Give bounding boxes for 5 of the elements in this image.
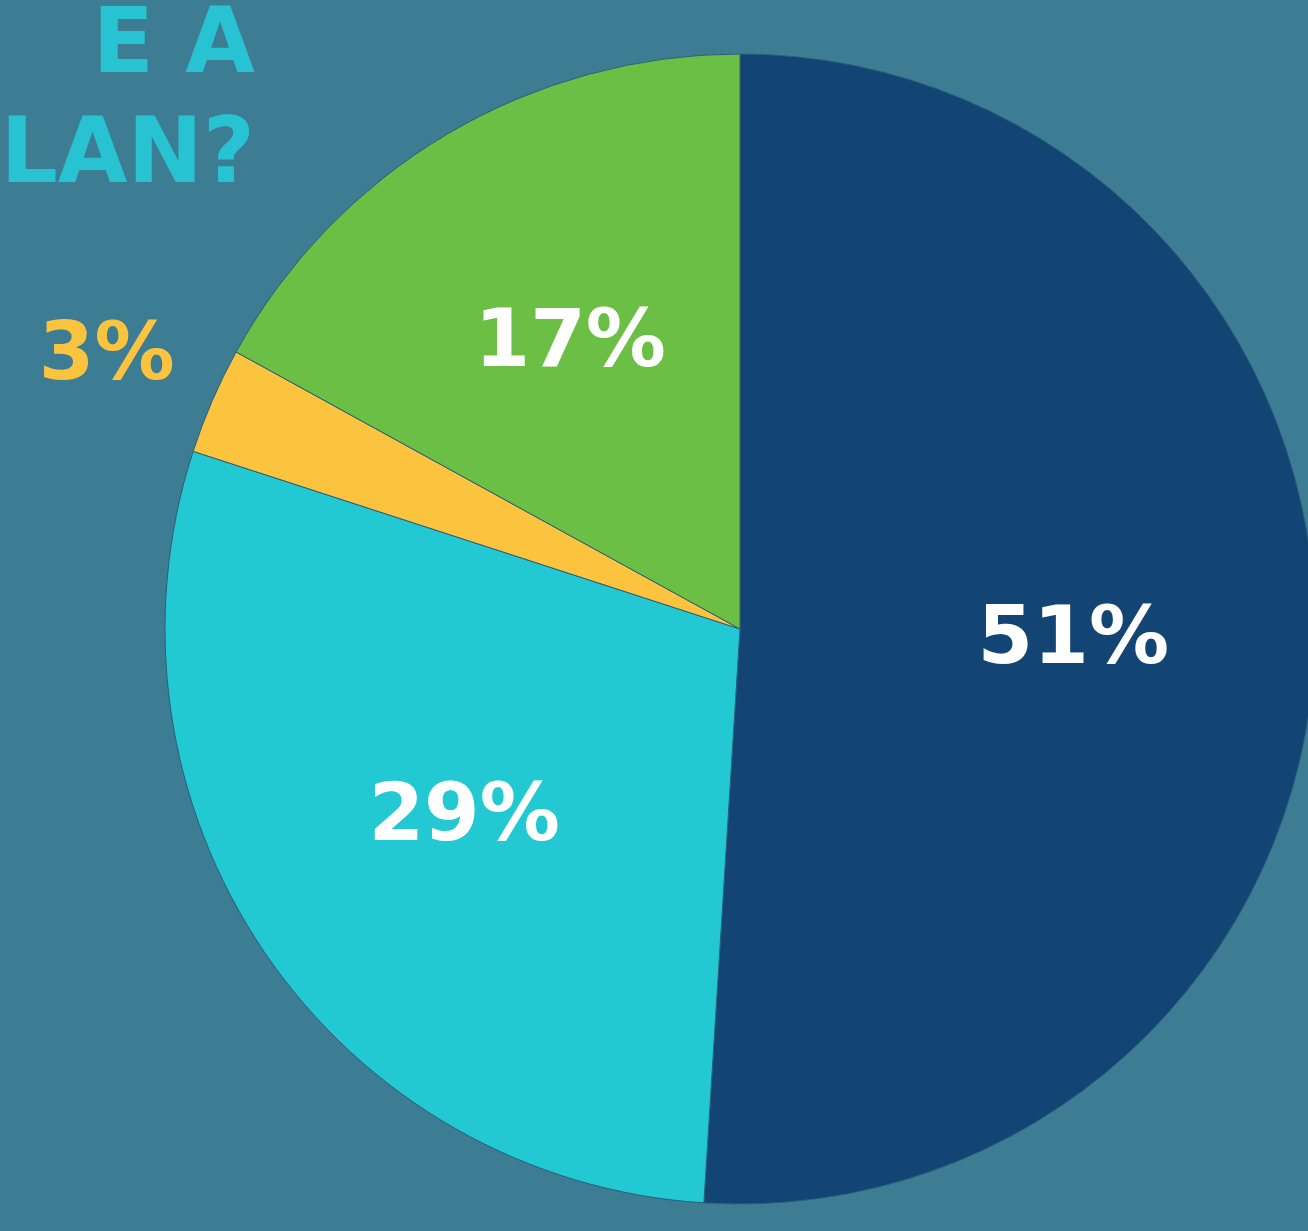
chart-title: E A LAN? — [0, 0, 256, 203]
data-label: 17% — [474, 291, 666, 385]
data-label: 3% — [38, 304, 175, 398]
data-label: 51% — [977, 589, 1170, 683]
data-label: 29% — [368, 766, 560, 860]
